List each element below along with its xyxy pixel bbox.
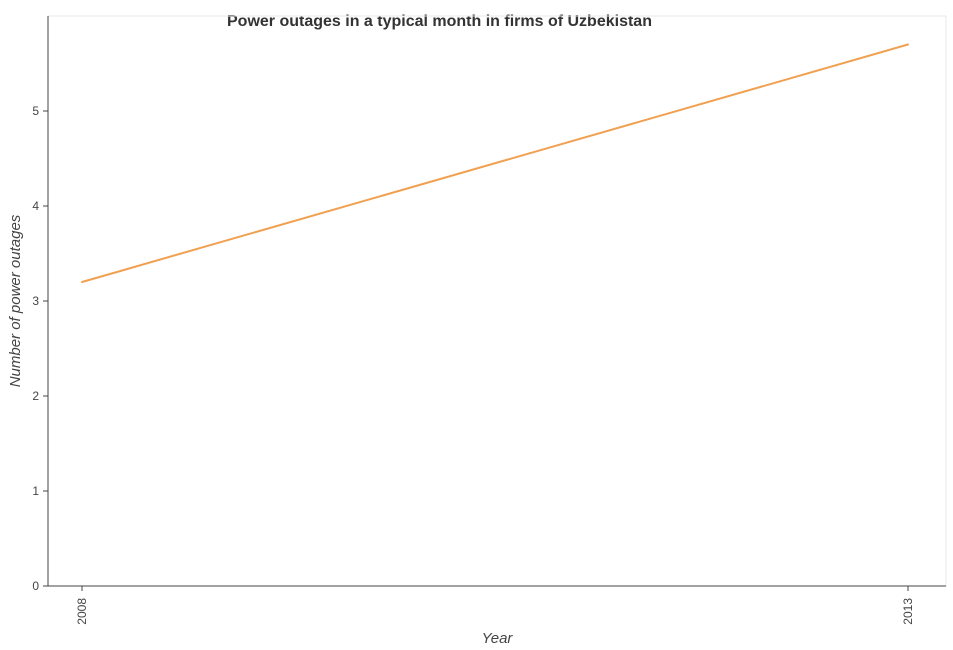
x-axis-label: Year	[482, 630, 514, 647]
y-axis-label: Number of power outages	[7, 214, 24, 387]
plot-frame	[47, 15, 947, 587]
y-ticks: 0 1 2 3 4 5	[32, 104, 48, 593]
y-tick-label: 1	[32, 484, 39, 498]
chart-title: Power outages in a typical month in firm…	[227, 13, 652, 30]
y-tick-label: 2	[32, 389, 39, 403]
x-tick-label: 2008	[75, 598, 89, 625]
y-tick-label: 0	[32, 579, 39, 593]
y-tick-label: 4	[32, 199, 39, 213]
y-tick-label: 5	[32, 104, 39, 118]
data-point	[907, 43, 909, 46]
series-layer	[81, 43, 909, 283]
series-line	[81, 43, 909, 283]
data-point	[81, 281, 83, 283]
y-tick-label: 3	[32, 294, 39, 308]
x-ticks: 2008 2013	[75, 586, 915, 625]
x-tick-label: 2013	[901, 598, 915, 625]
